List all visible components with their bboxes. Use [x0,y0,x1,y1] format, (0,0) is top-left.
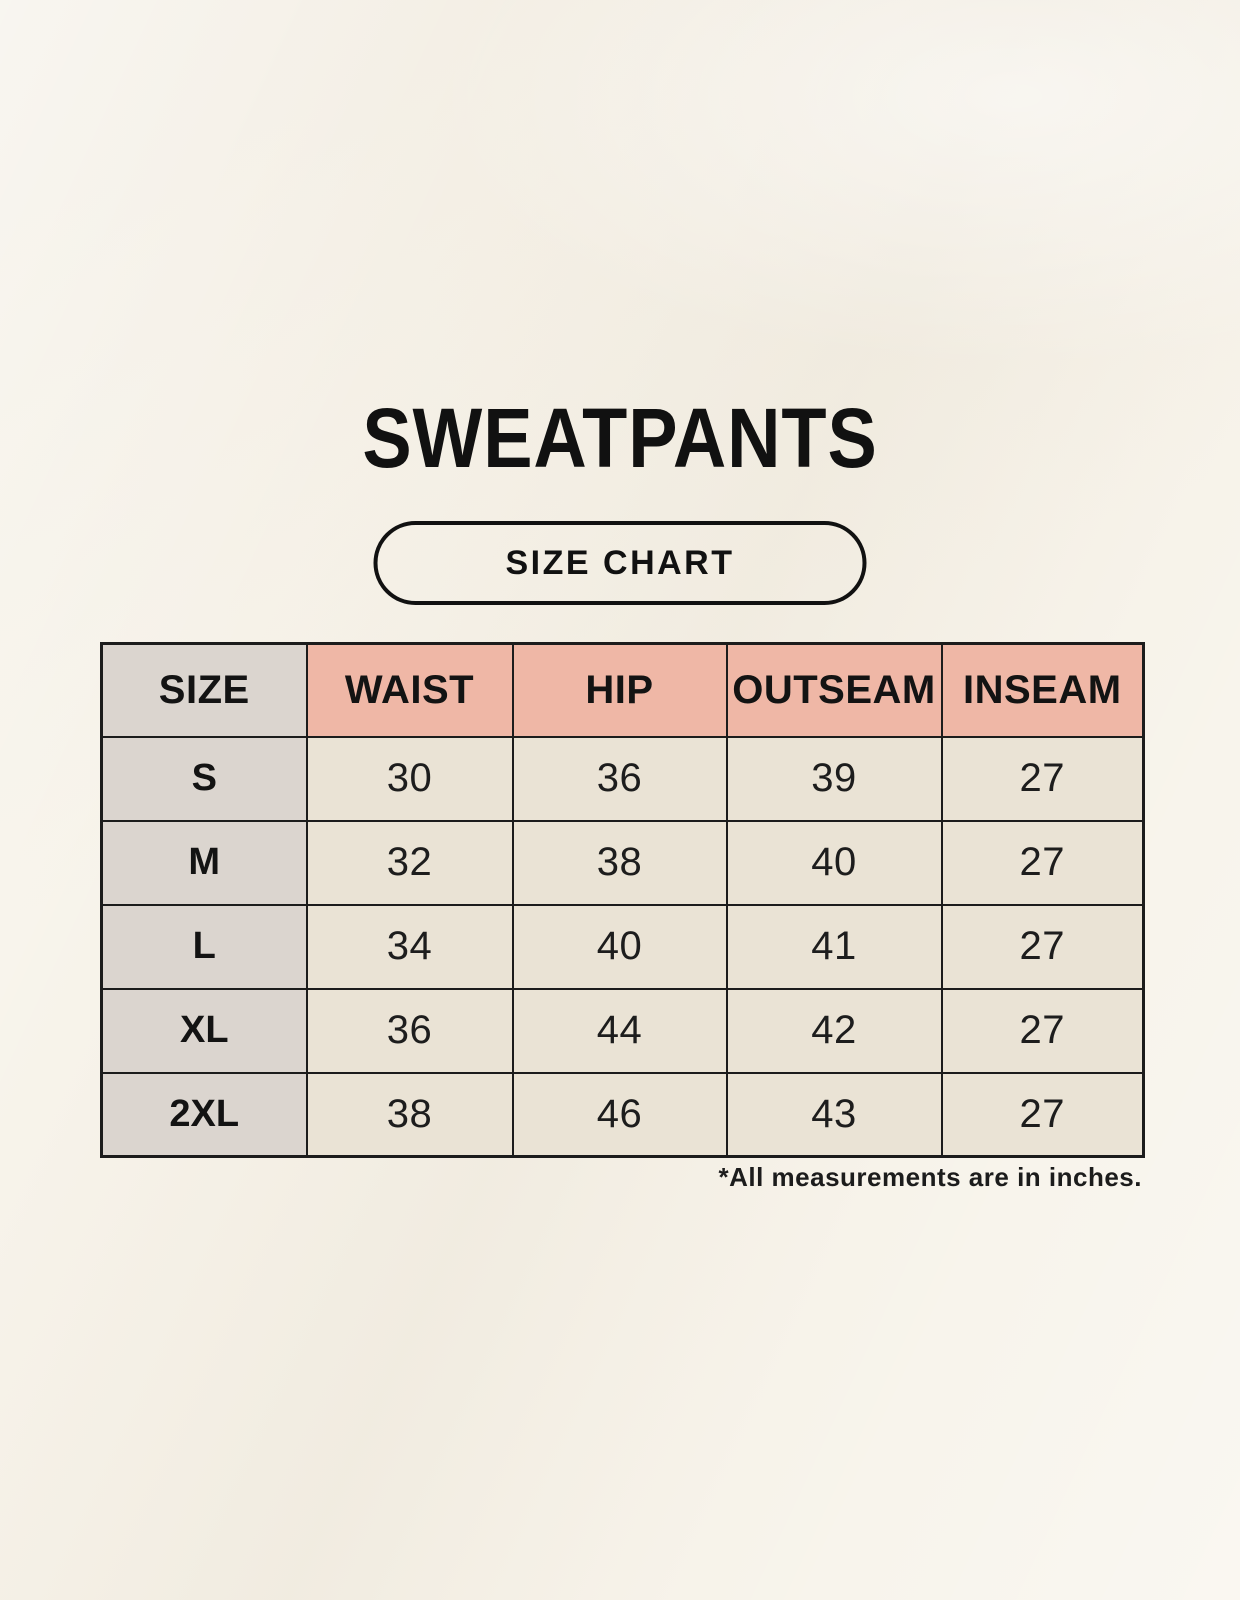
measurement-value-hip: 44 [511,987,728,1074]
header-row: SIZE WAIST HIP OUTSEAM INSEAM [100,642,1145,738]
size-label: 2XL [100,1071,308,1158]
measurement-value-hip: 46 [511,1071,728,1158]
measurement-value-inseam: 27 [940,819,1145,906]
size-chart-table-header: SIZE WAIST HIP OUTSEAM INSEAM [100,642,1145,738]
column-header-hip: HIP [511,642,728,738]
measurement-value-hip: 36 [511,735,728,822]
measurement-value-inseam: 27 [940,735,1145,822]
measurement-value-outseam: 42 [725,987,943,1074]
measurement-value-hip: 40 [511,903,728,990]
size-label: XL [100,987,308,1074]
column-header-size: SIZE [100,642,308,738]
size-label: M [100,819,308,906]
measurement-value-inseam: 27 [940,987,1145,1074]
table-row-s: S 30 36 39 27 [100,735,1145,822]
measurement-value-inseam: 27 [940,1071,1145,1158]
measurement-value-waist: 34 [305,903,514,990]
size-chart-table: SIZE WAIST HIP OUTSEAM INSEAM S 30 36 39 27 M 32 38… [100,642,1145,1158]
size-chart-badge-label: SIZE CHART [505,543,735,582]
measurement-value-waist: 38 [305,1071,514,1158]
measurement-value-outseam: 40 [725,819,943,906]
column-header-inseam: INSEAM [940,642,1145,738]
measurements-footnote: *All measurements are in inches. [718,1162,1142,1192]
size-chart-badge: SIZE CHART [373,521,867,605]
measurement-value-outseam: 41 [725,903,943,990]
table-row-l: L 34 40 41 27 [100,903,1145,990]
measurement-value-waist: 36 [305,987,514,1074]
size-chart-table-body: S 30 36 39 27 M 32 38 40 27 L 34 40 41 27 XL 36 44 42 27 2XL… [100,735,1145,1158]
measurement-value-inseam: 27 [940,903,1145,990]
table-row-m: M 32 38 40 27 [100,819,1145,906]
table-row-2xl: 2XL 38 46 43 27 [100,1071,1145,1158]
column-header-waist: WAIST [305,642,514,738]
measurement-value-hip: 38 [511,819,728,906]
table-row-xl: XL 36 44 42 27 [100,987,1145,1074]
size-label: S [100,735,308,822]
measurement-value-waist: 30 [305,735,514,822]
size-label: L [100,903,308,990]
measurement-value-outseam: 39 [725,735,943,822]
measurement-value-waist: 32 [305,819,514,906]
page-title: SWEATPANTS [362,391,878,485]
column-header-outseam: OUTSEAM [725,642,943,738]
measurement-value-outseam: 43 [725,1071,943,1158]
